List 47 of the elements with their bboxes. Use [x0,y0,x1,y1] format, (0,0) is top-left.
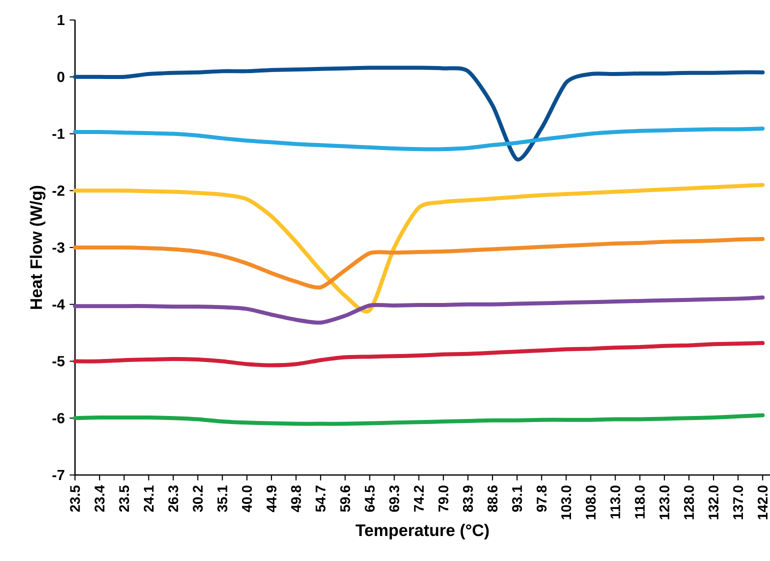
y-tick-label: -4 [52,299,65,310]
x-tick-label: 40.0 [242,486,252,512]
y-tick-label: -6 [52,412,64,424]
y-tick-label: 0 [57,72,64,82]
y-axis-title: Heat Flow (W/g) [30,186,46,309]
x-tick-label: 69.3 [389,486,400,512]
x-tick-label: 79.0 [438,486,448,512]
x-tick-label: 30.2 [192,486,203,512]
y-tick-label: -5 [52,356,65,366]
x-tick-label: 23.4 [94,485,105,512]
x-tick-label: 93.1 [512,485,522,512]
x-tick-label: 113.0 [610,486,620,518]
y-tick-label: -1 [52,128,65,139]
x-tick-label: 123.0 [659,486,670,520]
line-series [73,182,765,314]
line-series [73,341,765,368]
x-tick-label: 132.0 [708,486,718,520]
x-tick-label: 49.8 [291,485,301,512]
x-tick-label: 128.0 [684,486,694,520]
x-tick-label: 74.2 [414,486,424,512]
line-series [73,66,765,162]
x-tick-label: 88.6 [488,486,498,512]
x-tick-label: 54.7 [316,486,326,512]
line-series [73,126,765,152]
x-tick-label: 118.0 [634,486,645,518]
x-tick-label: 103.0 [561,486,572,520]
y-tick-label: -3 [52,242,64,253]
x-tick-label: 142.0 [758,486,768,520]
line-series [73,296,765,325]
x-tick-label: 23.5 [70,485,80,512]
line-series [73,413,765,426]
x-axis-title: Temperature (°C) [356,524,489,540]
x-tick-label: 97.8 [536,485,547,512]
y-tick-label: -7 [52,470,64,480]
x-tick-label: 44.9 [266,486,276,512]
x-tick-label: 64.5 [364,485,375,512]
x-tick-label: 83.9 [462,486,473,512]
y-tick-label: 1 [58,14,65,26]
x-tick-label: 35.1 [217,485,228,512]
x-tick-label: 137.0 [733,486,744,520]
x-tick-label: 24.1 [144,485,154,512]
x-tick-label: 108.0 [586,486,596,520]
x-tick-label: 26.3 [168,486,178,512]
x-tick-label: 23.5 [119,485,130,512]
x-tick-label: 59.6 [340,486,350,512]
y-tick-label: -2 [52,186,64,196]
line-series [73,236,765,290]
